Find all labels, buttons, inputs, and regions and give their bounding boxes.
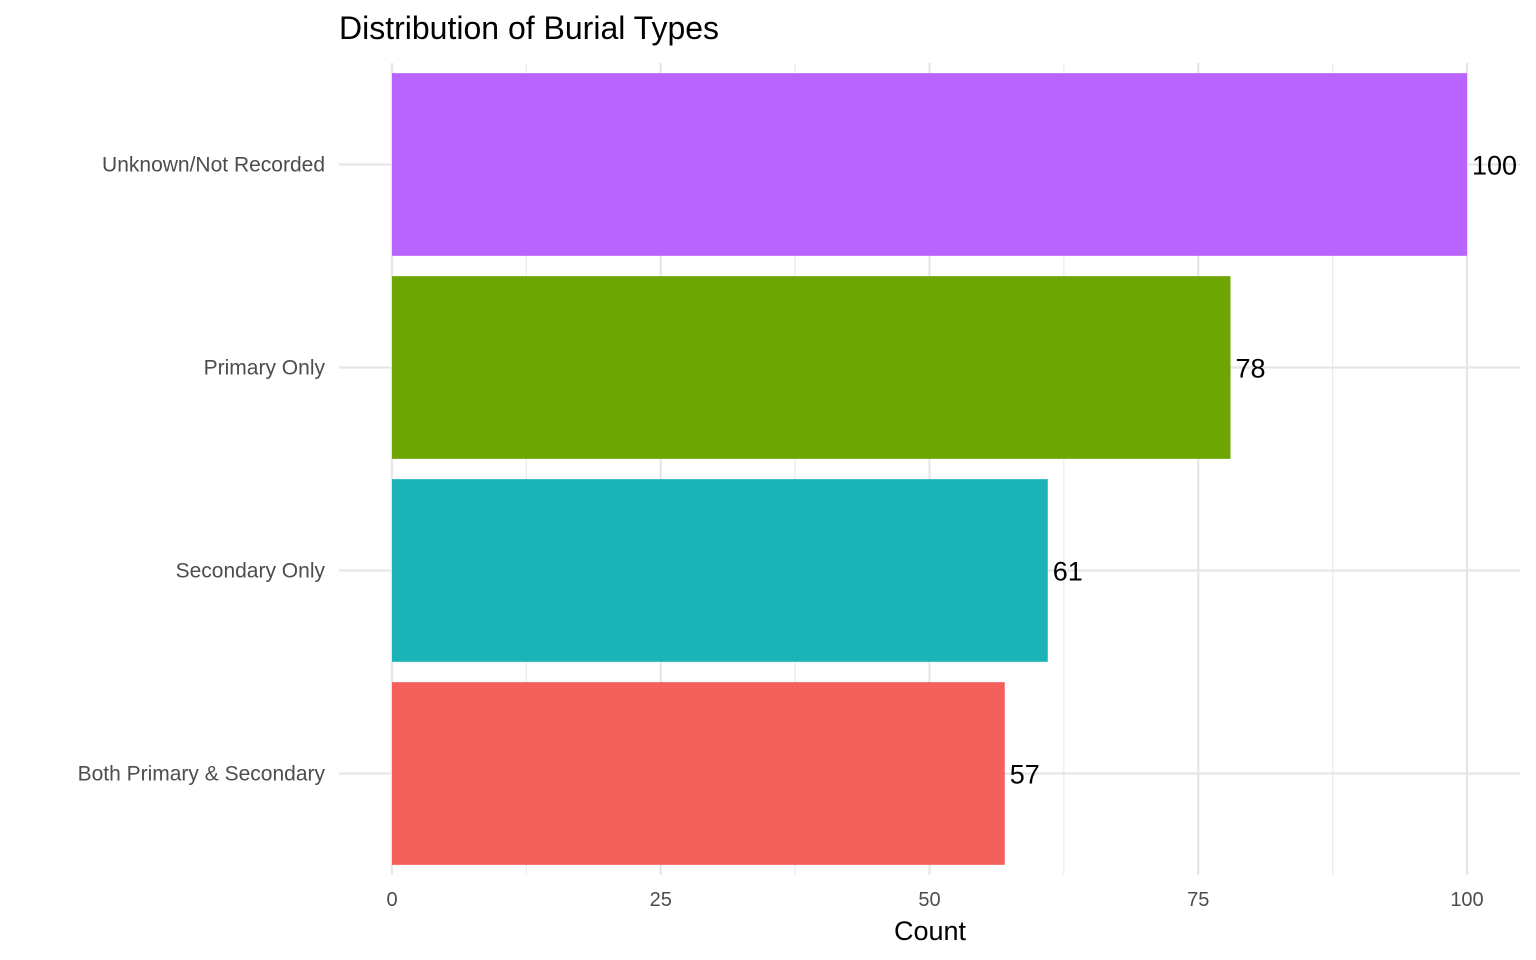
bar-value-label: 61	[1053, 557, 1083, 587]
category-label: Secondary Only	[176, 560, 326, 583]
category-label: Unknown/Not Recorded	[102, 154, 325, 177]
category-label: Both Primary & Secondary	[78, 763, 326, 786]
data-labels: 100 78 61 57	[1010, 151, 1517, 790]
x-tick-labels: 0 25 50 75 100	[386, 889, 1483, 911]
category-label: Primary Only	[204, 357, 326, 380]
bar	[392, 682, 1005, 865]
category-labels: Unknown/Not Recorded Primary Only Secondar…	[78, 154, 326, 786]
bar	[392, 276, 1231, 459]
bar	[392, 73, 1467, 256]
bar-value-label: 78	[1236, 354, 1266, 384]
x-tick-label: 75	[1187, 889, 1209, 911]
bar	[392, 479, 1048, 662]
bar-value-label: 57	[1010, 760, 1040, 790]
chart-title: Distribution of Burial Types	[339, 10, 719, 46]
x-axis-title: Count	[894, 916, 967, 946]
x-tick-label: 0	[386, 889, 397, 911]
x-tick-label: 100	[1450, 889, 1483, 911]
bars	[392, 73, 1467, 865]
x-tick-label: 25	[650, 889, 672, 911]
bar-value-label: 100	[1472, 151, 1517, 181]
x-tick-label: 50	[918, 889, 940, 911]
